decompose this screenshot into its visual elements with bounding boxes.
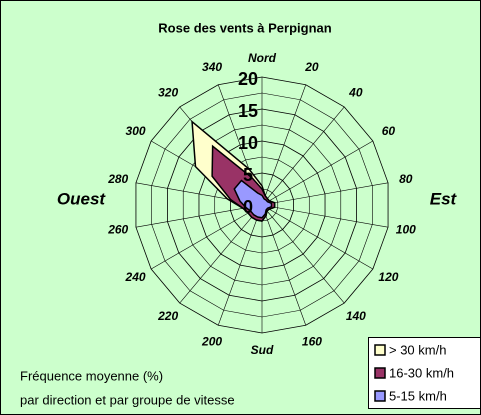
spoke	[261, 106, 345, 206]
category-label: 200	[201, 334, 222, 348]
category-label: 80	[399, 172, 413, 186]
category-label: 300	[126, 124, 146, 138]
category-label: 140	[346, 309, 366, 323]
spoke	[261, 204, 307, 326]
spoke	[261, 204, 345, 304]
y-tick-label: 20	[238, 69, 258, 89]
legend-swatch	[374, 367, 386, 379]
category-label: 260	[107, 223, 128, 237]
category-label: 100	[396, 223, 416, 237]
note: par direction et par groupe de vitesse	[20, 392, 235, 407]
y-tick-label: 15	[238, 101, 258, 121]
spoke	[261, 182, 389, 206]
category-label: 340	[202, 60, 222, 74]
spoke	[179, 204, 263, 304]
spoke	[261, 140, 374, 206]
spoke	[135, 204, 263, 228]
category-label: 160	[302, 334, 322, 348]
category-label: 240	[125, 270, 146, 284]
legend-box	[368, 337, 481, 409]
legend-label: 5-15 km/h	[389, 388, 447, 403]
legend: > 30 km/h 16-30 km/h 5-15 km/h	[368, 337, 481, 409]
annotation: Ouest	[57, 189, 107, 208]
y-tick-label: 5	[243, 165, 253, 185]
legend-swatch	[374, 344, 386, 356]
category-label: 220	[157, 309, 178, 323]
spoke	[150, 204, 263, 270]
category-label: 60	[382, 124, 396, 138]
category-label: 280	[107, 172, 128, 186]
annotation: Est	[430, 189, 458, 208]
category-label: 320	[158, 85, 178, 99]
note: Fréquence moyenne (%)	[20, 368, 163, 383]
chart-title: Rose des vents à Perpignan	[158, 20, 331, 35]
legend-label: > 30 km/h	[389, 342, 446, 357]
legend-label: 16-30 km/h	[389, 365, 454, 380]
category-label: 120	[378, 270, 398, 284]
y-tick-label: 0	[243, 197, 253, 217]
spoke	[261, 84, 307, 206]
category-label: 40	[348, 85, 363, 99]
legend-swatch	[374, 390, 386, 402]
series-area	[233, 179, 273, 219]
category-label: Nord	[248, 51, 277, 65]
spoke	[261, 204, 389, 228]
y-tick-label: 10	[238, 133, 258, 153]
spoke	[217, 204, 263, 326]
category-label: Sud	[251, 343, 274, 357]
spoke	[261, 204, 374, 270]
category-label: 20	[304, 60, 319, 74]
